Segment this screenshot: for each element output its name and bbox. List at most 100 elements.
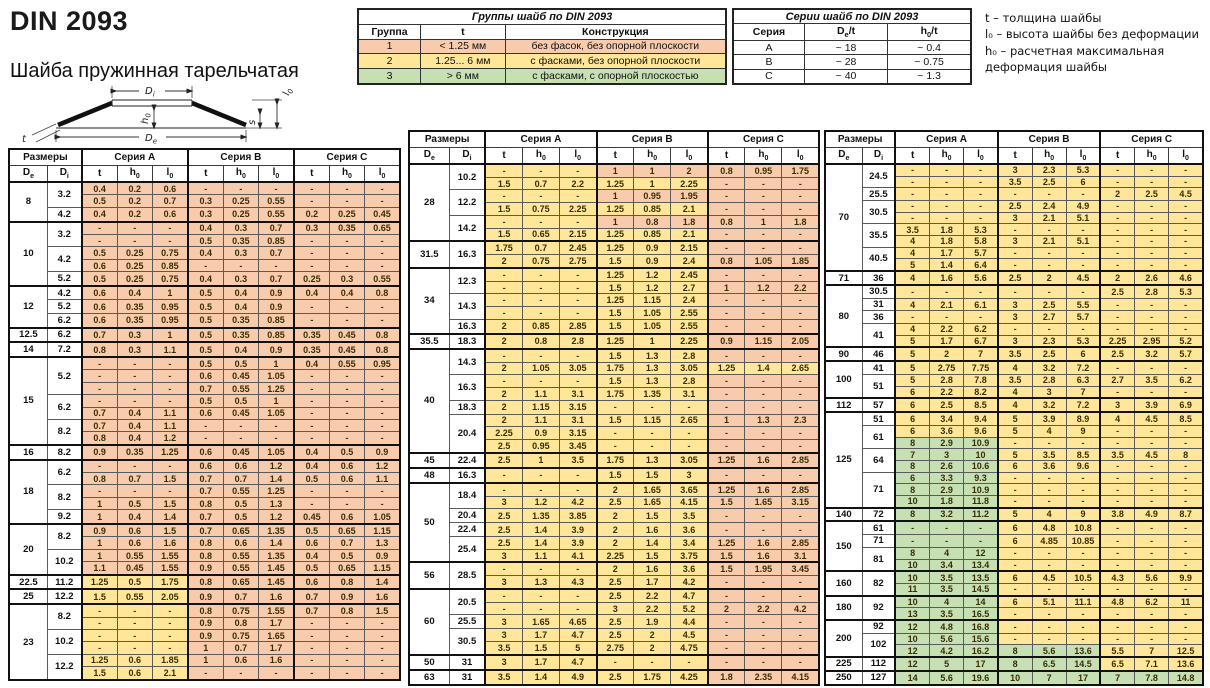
- table-row: 2.5 0.95 3.45- - - - - -: [409, 438, 820, 454]
- value-cell: -: [1134, 235, 1170, 248]
- value-cell: 1.7: [258, 641, 295, 655]
- value-cell: 6: [996, 520, 1033, 536]
- value-cell: 1.15: [364, 522, 401, 538]
- value-cell: 1.35: [258, 548, 295, 563]
- value-cell: -: [781, 386, 820, 401]
- table-row: 6.2- - -0.5 0.5 1- - -: [9, 394, 401, 421]
- value-cell: -: [781, 653, 820, 671]
- value-cell: 0.5: [186, 233, 224, 248]
- value-cell: 1.25: [706, 361, 746, 376]
- table-row: 3 1.1 4.1 2.25 1.5 3.75 1.5 1.6 3.1: [409, 548, 820, 563]
- value-cell: -: [1168, 385, 1204, 399]
- value-cell: 3.3: [928, 471, 965, 485]
- value-cell: 0.4: [80, 181, 118, 196]
- value-cell: -: [1099, 520, 1136, 536]
- value-cell: -: [996, 546, 1033, 560]
- value-cell: -: [484, 293, 523, 308]
- value-cell: -: [706, 508, 746, 524]
- value-cell: 1.5: [595, 413, 635, 428]
- value-cell: 1.3: [633, 451, 672, 469]
- di-value: 92: [861, 594, 896, 621]
- value-cell: 0.85: [633, 202, 672, 216]
- value-cell: -: [1168, 175, 1204, 189]
- value-cell: -: [80, 641, 118, 655]
- value-cell: -: [364, 381, 401, 396]
- value-cell: -: [1065, 607, 1101, 621]
- value-cell: 2.3: [781, 413, 820, 428]
- table-row: 225 112 12 5 17 8 6.5 14.5 6.5 7.1 13.6: [824, 656, 1204, 672]
- value-cell: 3.15: [781, 495, 820, 510]
- value-cell: 1.7: [521, 653, 560, 671]
- value-cell: 10.85: [1065, 534, 1101, 548]
- value-cell: -: [521, 189, 560, 204]
- value-cell: -: [1031, 246, 1067, 260]
- value-cell: 8: [996, 656, 1033, 672]
- value-cell: 1.75: [595, 451, 635, 469]
- col-header: Серия: [732, 23, 805, 41]
- value-cell: 3: [670, 466, 709, 484]
- value-cell: -: [781, 374, 820, 388]
- value-cell: -: [1065, 436, 1101, 450]
- table-row: 16.3 2 0.85 2.85 1.5 1.05 2.55- - -: [409, 318, 820, 335]
- value-cell: -: [558, 561, 598, 577]
- value-cell: -: [706, 399, 746, 415]
- table-row: 10 1.8 11.8- - - - - -: [825, 494, 1204, 509]
- value-cell: 4.8: [1099, 594, 1136, 609]
- value-cell: 1.5: [706, 495, 746, 510]
- value-cell: 2.2: [928, 385, 965, 399]
- value-cell: 2.5: [595, 575, 635, 590]
- value-cell: 12: [894, 656, 930, 672]
- value-cell: 10: [894, 494, 930, 509]
- value-cell: 10.6: [963, 459, 999, 473]
- value-cell: -: [706, 347, 746, 363]
- value-cell: 8.5: [963, 397, 999, 413]
- value-cell: 4.9: [1065, 200, 1101, 213]
- value-cell: 0.4: [116, 284, 153, 301]
- table-row: 4.2 0.5 0.25 0.75 0.4 0.3 0.7- - -: [9, 246, 401, 273]
- value-cell: 5: [894, 346, 930, 362]
- value-cell: 0.3: [116, 341, 153, 358]
- value-cell: 0.85: [258, 233, 295, 248]
- value-cell: 0.7: [521, 176, 560, 191]
- col-header: l0: [258, 165, 295, 183]
- value-cell: -: [558, 293, 598, 308]
- value-cell: 3.5: [996, 346, 1033, 362]
- value-cell: -: [484, 214, 523, 229]
- value-cell: 3.4: [928, 558, 965, 572]
- value-cell: -: [706, 614, 746, 630]
- col-header: h0: [744, 147, 783, 165]
- value-cell: -: [670, 426, 709, 440]
- value-cell: 0.6: [116, 536, 153, 550]
- de-value: 8: [8, 181, 48, 222]
- value-cell: 0.4: [292, 458, 330, 474]
- value-cell: 0.5: [222, 394, 260, 408]
- value-cell: 1.6: [744, 535, 783, 550]
- value-cell: 5.5: [1099, 644, 1136, 658]
- value-cell: 2.5: [1099, 283, 1136, 299]
- value-cell: -: [781, 522, 820, 537]
- value-cell: 1.25: [706, 481, 746, 497]
- table-row: 40 14.3- - -1.5 1.3 2.8- - -: [408, 347, 820, 454]
- value-cell: -: [80, 355, 118, 371]
- table-title: Серии шайб по DIN 2093: [732, 8, 972, 25]
- value-cell: 0.8: [80, 341, 118, 358]
- value-cell: 1.6: [744, 481, 783, 497]
- value-cell: 0.8: [328, 573, 366, 590]
- table-cell: ~ 28: [803, 54, 889, 70]
- col-header: De/t: [803, 23, 889, 41]
- table-row: 125 51 6 3.4 9.4 5 3.9 8.9 4 4.5 8.5: [824, 411, 1204, 509]
- value-cell: -: [1099, 471, 1136, 485]
- value-cell: 1.05: [258, 443, 295, 461]
- de-value: 15: [8, 355, 48, 446]
- value-cell: -: [1099, 385, 1136, 399]
- col-header: t: [292, 165, 330, 183]
- di-value: 61: [861, 520, 896, 536]
- value-cell: -: [292, 233, 330, 248]
- value-cell: 2: [595, 561, 635, 577]
- value-cell: 0.85: [258, 326, 295, 343]
- table-row: 48 16.3- - -1.5 1.5 3- - -: [408, 466, 820, 484]
- value-cell: 4.8: [1031, 520, 1067, 536]
- value-cell: 1.6: [633, 522, 672, 537]
- value-cell: 1.5: [595, 318, 635, 335]
- value-cell: 9.6: [1065, 459, 1101, 473]
